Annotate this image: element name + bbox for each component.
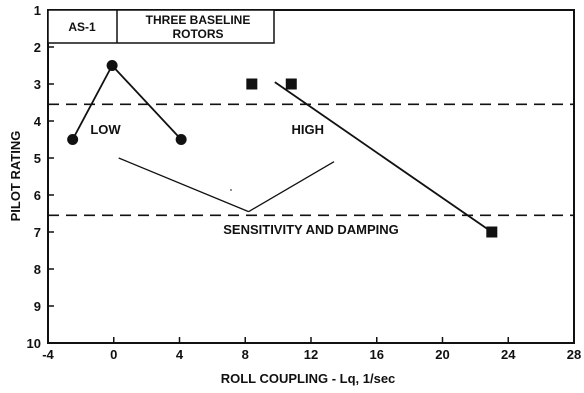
annotation-low: LOW <box>90 122 121 137</box>
speck-mark <box>230 189 232 191</box>
chart-title-line-2: ROTORS <box>172 27 223 41</box>
pointer-line-0 <box>118 157 249 213</box>
pointer-line-1 <box>248 161 335 213</box>
markers-layer <box>67 60 498 238</box>
x-tick-label-2: 4 <box>176 347 184 362</box>
plot-frame <box>47 9 575 344</box>
reference-lines-layer <box>48 103 574 217</box>
x-tick-label-8: 28 <box>567 347 581 362</box>
series-lines-layer <box>71 64 493 233</box>
series-0-line-1 <box>111 64 182 141</box>
series-1-line-0 <box>274 81 493 233</box>
x-tick-label-6: 20 <box>435 347 449 362</box>
chart-title-line-1: THREE BASELINE <box>146 13 251 27</box>
y-tick-label-0: 1 <box>34 3 41 18</box>
x-tick-label-7: 24 <box>501 347 516 362</box>
y-tick-label-4: 5 <box>34 151 41 166</box>
y-tick-label-8: 9 <box>34 299 41 314</box>
x-tick-label-4: 12 <box>304 347 318 362</box>
x-tick-label-3: 8 <box>242 347 249 362</box>
x-tick-label-1: 0 <box>110 347 117 362</box>
annotation-sensitivity-and-damping: SENSITIVITY AND DAMPING <box>223 222 399 237</box>
series-1-point-0 <box>246 78 258 90</box>
x-axis-title: ROLL COUPLING - Lq, 1/sec <box>221 371 396 386</box>
y-axis-title: PILOT RATING <box>8 131 23 222</box>
series-1-point-1 <box>285 78 297 90</box>
y-tick-label-5: 6 <box>34 188 41 203</box>
y-tick-label-7: 8 <box>34 262 41 277</box>
series-0-point-0 <box>67 134 79 145</box>
annotation-high: HIGH <box>291 122 324 137</box>
y-tick-label-1: 2 <box>34 40 41 55</box>
x-tick-label-0: -4 <box>42 347 54 362</box>
series-1-point-2 <box>486 226 498 238</box>
chart-tag: AS-1 <box>68 20 96 34</box>
y-tick-label-6: 7 <box>34 225 41 240</box>
series-0-point-2 <box>175 134 187 145</box>
y-tick-label-9: 10 <box>27 336 41 351</box>
title-box <box>47 9 275 44</box>
x-tick-label-5: 16 <box>370 347 384 362</box>
series-0-point-1 <box>106 60 118 71</box>
y-tick-label-3: 4 <box>34 114 42 129</box>
y-tick-label-2: 3 <box>34 77 41 92</box>
series-0-line-0 <box>71 65 113 140</box>
